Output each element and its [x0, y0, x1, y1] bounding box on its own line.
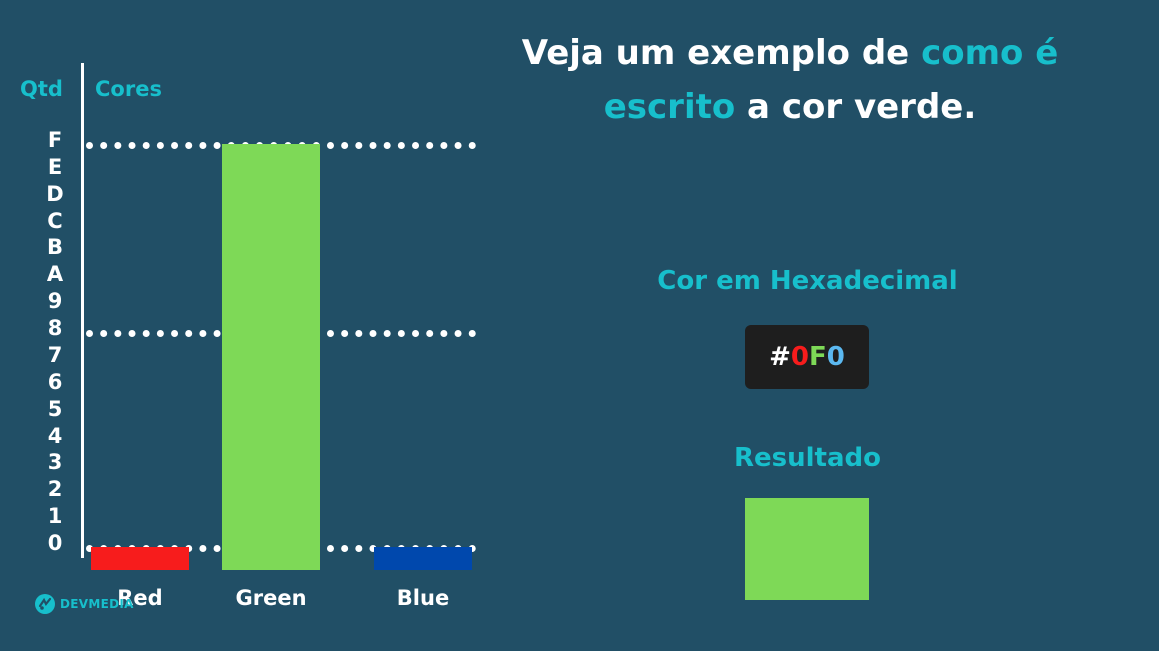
y-tick-label: 1 — [47, 504, 63, 529]
x-axis-label: Cores — [95, 77, 162, 101]
logo-text: DEVMEDIA — [60, 597, 134, 611]
title-part2: a cor verde. — [735, 87, 977, 127]
y-tick-label: 2 — [47, 477, 63, 502]
hex-heading: Cor em Hexadecimal — [657, 266, 958, 296]
title-highlight: como é escrito — [603, 33, 1059, 127]
y-tick-label: 7 — [47, 342, 63, 367]
y-tick-label: D — [46, 181, 64, 206]
y-tick-label: E — [47, 154, 63, 179]
y-axis-label: Qtd — [20, 77, 63, 101]
y-tick-label: 3 — [47, 450, 63, 475]
hex-red-digit: 0 — [790, 342, 810, 372]
category-label-green: Green — [235, 586, 307, 610]
y-tick-label: 9 — [47, 289, 63, 314]
y-tick-label: F — [47, 128, 63, 152]
hex-blue-digit: 0 — [826, 342, 845, 372]
bar-green — [222, 144, 320, 570]
category-label-blue: Blue — [396, 586, 450, 610]
bar-red — [91, 547, 189, 570]
hex-hash: # — [769, 342, 791, 372]
title-part1: Veja um exemplo de — [521, 33, 922, 73]
hex-green-digit: F — [809, 342, 827, 372]
y-tick-label: 5 — [47, 396, 63, 421]
y-tick-label: 0 — [47, 531, 63, 556]
y-tick-label: B — [46, 235, 63, 260]
logo: DEVMEDIA — [34, 590, 134, 618]
page-title: Veja um exemplo de como é escrito a cor … — [470, 26, 1110, 134]
y-tick-label: 8 — [47, 316, 63, 341]
y-axis-line — [81, 63, 84, 558]
y-tick-label: C — [47, 208, 63, 233]
y-tick-label: 6 — [47, 369, 63, 394]
y-tick-label: A — [46, 262, 64, 287]
result-heading: Resultado — [734, 443, 881, 473]
hex-code-box: #0 F 0 — [745, 325, 869, 389]
category-label-red: Red — [117, 586, 163, 610]
devmedia-logo-icon — [35, 594, 55, 614]
bar-blue — [374, 547, 472, 570]
y-tick-label: 4 — [47, 423, 63, 448]
result-color-swatch — [745, 498, 869, 600]
